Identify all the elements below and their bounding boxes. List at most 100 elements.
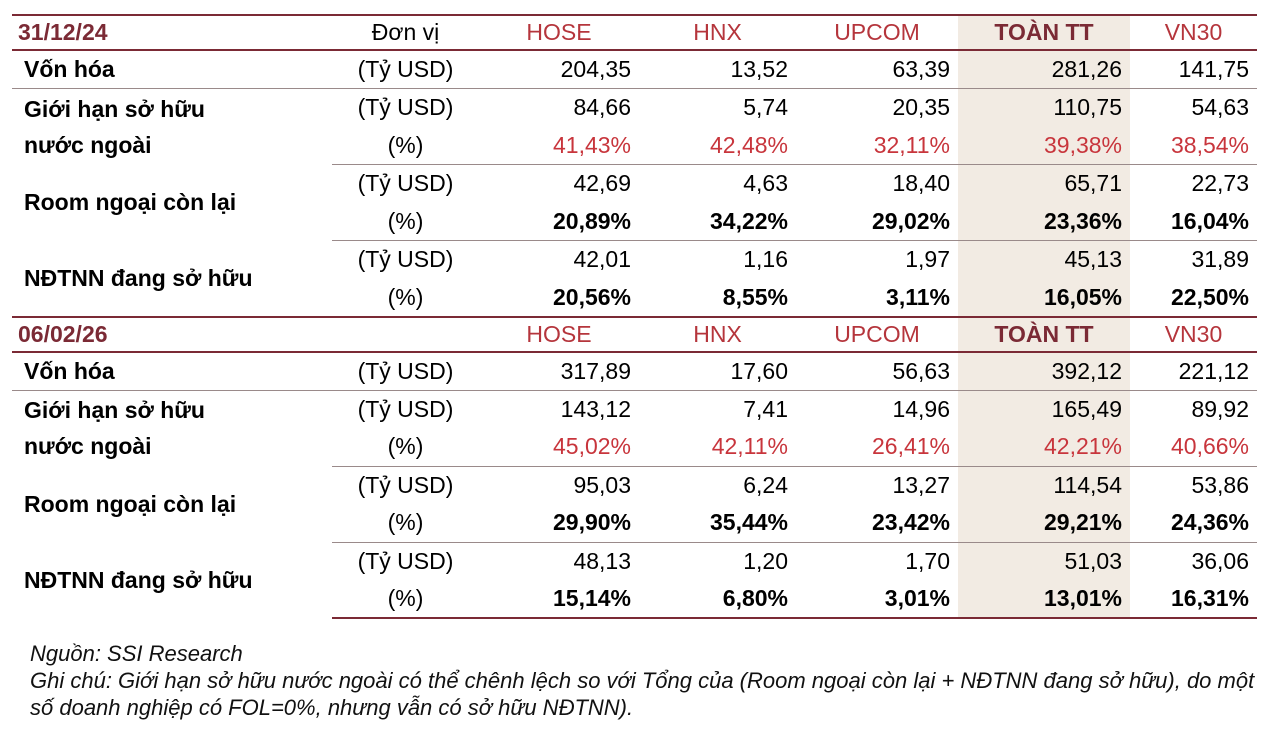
value-cell-hnx: 8,55% [639, 278, 796, 317]
value-cell-hnx: 17,60 [639, 351, 796, 391]
section-header: 06/02/26 HOSE HNX UPCOM TOÀN TT VN30 [12, 315, 1257, 353]
section-date: 31/12/24 [12, 14, 332, 51]
value-cell-vn30: 54,63 [1191, 94, 1249, 121]
unit-cell: (%) [332, 126, 479, 165]
value-cell-upcom: 26,41% [796, 428, 958, 467]
value-cell-hose: 143,12 [560, 395, 631, 422]
value-cell-upcom: 13,27 [892, 471, 950, 498]
remark-note: Ghi chú: Giới hạn sở hữu nước ngoài có t… [30, 668, 1255, 720]
unit-cell: (Tỷ USD) [357, 471, 454, 498]
value-cell-vn30: 89,92 [1191, 395, 1249, 422]
value-cell-vn30: 31,89 [1191, 246, 1249, 273]
value-cell-hnx: 1,20 [743, 547, 788, 574]
table-row: Vốn hóa (Tỷ USD) 204,35 13,52 63,39 281,26 141… [12, 50, 1257, 89]
value-cell-upcom: 29,02% [796, 202, 958, 241]
value-cell-hose: 204,35 [479, 50, 639, 89]
section-header: 31/12/24 Đơn vị HOSE HNX UPCOM TOÀN TT VN30 [12, 14, 1257, 51]
table-row: NĐTNN đang sở hữu (Tỷ USD) 48,13 1,20 1,70 51… [12, 542, 1257, 593]
column-header-upcom: UPCOM [796, 315, 958, 353]
value-cell-hnx: 7,41 [743, 395, 788, 422]
table-row: Room ngoại còn lại (Tỷ USD) 95,03 6,24 13,27… [12, 466, 1257, 517]
value-cell-vn30: 24,36% [1130, 504, 1257, 543]
column-header-hose: HOSE [479, 315, 639, 353]
value-cell-total: 13,01% [958, 580, 1130, 619]
value-cell-vn30: 40,66% [1130, 428, 1257, 467]
row-label-limit: Giới hạn sở hữu nước ngoài [24, 95, 205, 158]
value-cell-upcom: 3,11% [796, 278, 958, 317]
row-label-cap: Vốn hóa [12, 351, 332, 391]
row-label-owned: NĐTNN đang sở hữu [24, 264, 253, 291]
unit-header [332, 315, 479, 353]
value-cell-upcom: 23,42% [796, 504, 958, 543]
value-cell-upcom: 3,01% [796, 580, 958, 619]
value-cell-vn30: 221,12 [1130, 351, 1257, 391]
unit-cell: (Tỷ USD) [357, 246, 454, 273]
source-note: Nguồn: SSI Research [30, 641, 243, 666]
value-cell-total: 281,26 [958, 50, 1130, 89]
table-row: (%) 41,43% 42,48% 32,11% 39,38% 38,54% [12, 126, 1257, 165]
table-row: (%) 15,14% 6,80% 3,01% 13,01% 16,31% [12, 580, 1257, 619]
value-cell-total: 51,03 [958, 542, 1130, 580]
value-cell-hose: 48,13 [573, 547, 631, 574]
value-cell-hnx: 13,52 [639, 50, 796, 89]
value-cell-vn30: 16,31% [1130, 580, 1257, 619]
value-cell-vn30: 22,50% [1130, 278, 1257, 317]
table-row: NĐTNN đang sở hữu (Tỷ USD) 42,01 1,16 1,97 45… [12, 240, 1257, 291]
column-header-total: TOÀN TT [958, 14, 1130, 51]
value-cell-hose: 42,01 [573, 246, 631, 273]
value-cell-upcom: 20,35 [892, 94, 950, 121]
value-cell-upcom: 32,11% [796, 126, 958, 165]
unit-cell: (Tỷ USD) [357, 94, 454, 121]
column-header-vn30: VN30 [1130, 315, 1257, 353]
value-cell-hose: 15,14% [479, 580, 639, 619]
value-cell-hnx: 42,48% [639, 126, 796, 165]
unit-cell: (Tỷ USD) [332, 351, 479, 391]
value-cell-vn30: 36,06 [1191, 547, 1249, 574]
value-cell-hnx: 6,24 [743, 471, 788, 498]
table-row: (%) 45,02% 42,11% 26,41% 42,21% 40,66% [12, 428, 1257, 467]
value-cell-hose: 41,43% [479, 126, 639, 165]
unit-cell: (Tỷ USD) [332, 50, 479, 89]
value-cell-total: 39,38% [958, 126, 1130, 165]
table-row: Giới hạn sở hữu nước ngoài (Tỷ USD) 143,12… [12, 390, 1257, 459]
table-row: Giới hạn sở hữu nước ngoài (Tỷ USD) 84,66 5… [12, 88, 1257, 158]
unit-cell: (Tỷ USD) [357, 395, 454, 422]
table-row: (%) 29,90% 35,44% 23,42% 29,21% 24,36% [12, 504, 1257, 543]
value-cell-hose: 45,02% [479, 428, 639, 467]
column-header-total: TOÀN TT [958, 315, 1130, 353]
value-cell-hose: 317,89 [479, 351, 639, 391]
unit-cell: (%) [332, 580, 479, 619]
unit-header: Đơn vị [332, 14, 479, 51]
value-cell-hnx: 34,22% [639, 202, 796, 241]
unit-cell: (%) [332, 202, 479, 241]
value-cell-total: 16,05% [958, 278, 1130, 317]
value-cell-total: 65,71 [958, 164, 1130, 203]
value-cell-total: 110,75 [958, 88, 1130, 127]
foreign-ownership-table: 31/12/24 Đơn vị HOSE HNX UPCOM TOÀN TT VN30 Vốn… [12, 14, 1257, 619]
value-cell-total: 114,54 [958, 466, 1130, 504]
value-cell-total: 29,21% [958, 504, 1130, 543]
value-cell-hose: 84,66 [573, 94, 631, 121]
value-cell-total: 392,12 [958, 351, 1130, 391]
value-cell-hnx: 4,63 [743, 170, 788, 197]
value-cell-total: 165,49 [958, 390, 1130, 428]
value-cell-hose: 20,89% [479, 202, 639, 241]
value-cell-vn30: 22,73 [1191, 170, 1249, 197]
value-cell-total: 23,36% [958, 202, 1130, 241]
value-cell-upcom: 56,63 [796, 351, 958, 391]
value-cell-vn30: 16,04% [1130, 202, 1257, 241]
table-row: Room ngoại còn lại (Tỷ USD) 42,69 4,63 18,40… [12, 164, 1257, 215]
value-cell-hnx: 42,11% [639, 428, 796, 467]
value-cell-hose: 20,56% [479, 278, 639, 317]
value-cell-upcom: 63,39 [796, 50, 958, 89]
value-cell-upcom: 1,97 [905, 246, 950, 273]
value-cell-hose: 42,69 [573, 170, 631, 197]
unit-cell: (%) [332, 428, 479, 467]
column-header-hnx: HNX [639, 315, 796, 353]
value-cell-hnx: 6,80% [639, 580, 796, 619]
value-cell-hose: 29,90% [479, 504, 639, 543]
row-label-cap: Vốn hóa [12, 50, 332, 89]
table-row: Vốn hóa (Tỷ USD) 317,89 17,60 56,63 392,12 221… [12, 351, 1257, 391]
table-row: (%) 20,89% 34,22% 29,02% 23,36% 16,04% [12, 202, 1257, 241]
unit-cell: (%) [332, 504, 479, 543]
